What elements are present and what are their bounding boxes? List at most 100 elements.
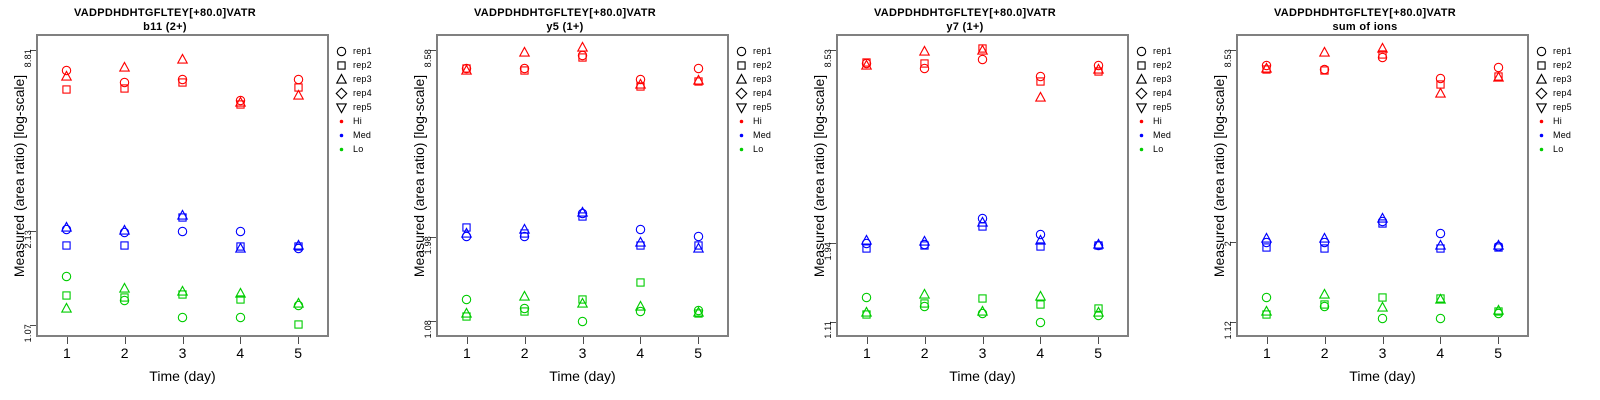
chart-panel-3: VADPDHDHTGFLTEY[+80.0]VATR y7 (1+) Measure… (800, 0, 1200, 400)
legend-item-rep2: rep2 (736, 58, 798, 72)
x-tick-label: 2 (520, 345, 529, 361)
panel-subtitle: y7 (1+) (946, 21, 984, 33)
x-tick-label: 4 (1436, 345, 1445, 361)
legend-label: rep1 (1553, 46, 1572, 56)
y-tick-label: 2 (1223, 241, 1233, 247)
x-axis-label: Time (day) (549, 368, 616, 384)
dot-icon (1136, 128, 1150, 144)
legend-item-rep3: rep3 (335, 72, 398, 86)
x-tick-mark (982, 337, 984, 344)
circle-icon (1136, 44, 1150, 60)
legend-item-rep5: rep5 (735, 100, 798, 116)
x-tick-label: 1 (462, 345, 471, 361)
x-tick-mark (1324, 337, 1326, 344)
legend-label: rep2 (353, 60, 372, 70)
x-axis-label: Time (day) (1349, 368, 1416, 384)
legend-item-rep2: rep2 (336, 58, 398, 72)
legend-item-med: Med (336, 128, 398, 142)
y-tick-mark (830, 322, 836, 324)
plot-frame (36, 34, 329, 337)
legend-label: rep5 (353, 102, 372, 112)
legend-label: rep4 (353, 88, 372, 98)
legend-label: rep2 (1153, 60, 1172, 70)
x-tick-label: 1 (1262, 345, 1271, 361)
dot-icon (336, 114, 350, 130)
legend-label: rep2 (1553, 60, 1572, 70)
legend-label: Lo (753, 144, 764, 154)
panel-title: VADPDHDHTGFLTEY[+80.0]VATR (473, 7, 657, 19)
y-tick-label: 1.11 (823, 321, 833, 339)
x-tick-label: 5 (1494, 345, 1502, 361)
x-tick-label: 4 (1036, 345, 1045, 361)
legend-label: rep3 (753, 74, 772, 84)
triangle-up-icon (1135, 72, 1150, 88)
x-tick-mark (1040, 337, 1042, 344)
panel-title: VADPDHDHTGFLTEY[+80.0]VATR (73, 7, 257, 19)
legend-label: rep2 (753, 60, 772, 70)
x-tick-label: 2 (920, 345, 929, 361)
dot-icon (736, 128, 750, 144)
legend-label: Med (353, 130, 372, 140)
dot-icon (1136, 114, 1150, 130)
dot-icon (736, 142, 750, 158)
y-tick-mark (1230, 50, 1236, 52)
legend-label: Med (1153, 130, 1172, 140)
x-tick-label: 5 (294, 345, 302, 361)
square-icon (1536, 58, 1550, 74)
legend-label: rep5 (1553, 102, 1572, 112)
legend-label: Med (753, 130, 772, 140)
x-tick-label: 3 (1378, 345, 1387, 361)
y-tick-mark (30, 50, 36, 52)
triangle-up-icon (735, 72, 750, 88)
triangle-down-icon (735, 100, 750, 116)
legend: rep1 rep2 rep3 rep4 rep5 Hi Med Lo (335, 44, 398, 158)
x-tick-mark (124, 337, 126, 344)
circle-icon (1536, 44, 1550, 60)
legend-label: rep3 (1153, 74, 1172, 84)
dot-icon (1136, 142, 1150, 158)
legend-label: Lo (1153, 144, 1164, 154)
legend-item-med: Med (1136, 128, 1198, 142)
legend-label: Hi (753, 116, 762, 126)
legend-label: rep4 (753, 88, 772, 98)
y-tick-label: 1.12 (1223, 321, 1233, 340)
legend-item-med: Med (736, 128, 798, 142)
chart-panel-1: VADPDHDHTGFLTEY[+80.0]VATR b11 (2+) Measur… (0, 0, 400, 400)
legend-item-lo: Lo (1136, 142, 1198, 156)
x-tick-mark (1440, 337, 1442, 344)
legend-item-hi: Hi (1136, 114, 1198, 128)
legend-item-rep4: rep4 (335, 86, 398, 100)
dot-icon (1536, 128, 1550, 144)
dot-icon (1536, 142, 1550, 158)
legend-label: rep1 (753, 46, 772, 56)
x-tick-label: 4 (636, 345, 645, 361)
x-tick-label: 5 (1094, 345, 1102, 361)
panel-title: VADPDHDHTGFLTEY[+80.0]VATR (1273, 7, 1457, 19)
chart-panel-4: VADPDHDHTGFLTEY[+80.0]VATR sum of ions Mea… (1200, 0, 1600, 400)
x-tick-mark (466, 337, 468, 344)
legend-item-rep1: rep1 (336, 44, 398, 58)
y-tick-mark (30, 324, 36, 326)
legend-label: rep3 (353, 74, 372, 84)
chart-panel-2: VADPDHDHTGFLTEY[+80.0]VATR y5 (1+) Measure… (400, 0, 800, 400)
legend-item-hi: Hi (336, 114, 398, 128)
y-tick-label: 1.98 (423, 235, 433, 255)
legend-label: rep5 (753, 102, 772, 112)
y-tick-mark (830, 243, 836, 245)
x-tick-mark (866, 337, 868, 344)
legend-item-rep3: rep3 (1535, 72, 1598, 86)
y-tick-mark (430, 50, 436, 52)
legend-item-rep2: rep2 (1136, 58, 1198, 72)
x-axis-label: Time (day) (949, 368, 1016, 384)
dot-icon (336, 128, 350, 144)
legend-item-rep2: rep2 (1536, 58, 1598, 72)
legend-item-hi: Hi (1536, 114, 1598, 128)
triangle-down-icon (1535, 100, 1550, 116)
dot-icon (336, 142, 350, 158)
dot-icon (1536, 114, 1550, 130)
x-tick-mark (640, 337, 642, 344)
legend: rep1 rep2 rep3 rep4 rep5 Hi Med Lo (735, 44, 798, 158)
legend-label: rep5 (1153, 102, 1172, 112)
square-icon (1136, 58, 1150, 74)
